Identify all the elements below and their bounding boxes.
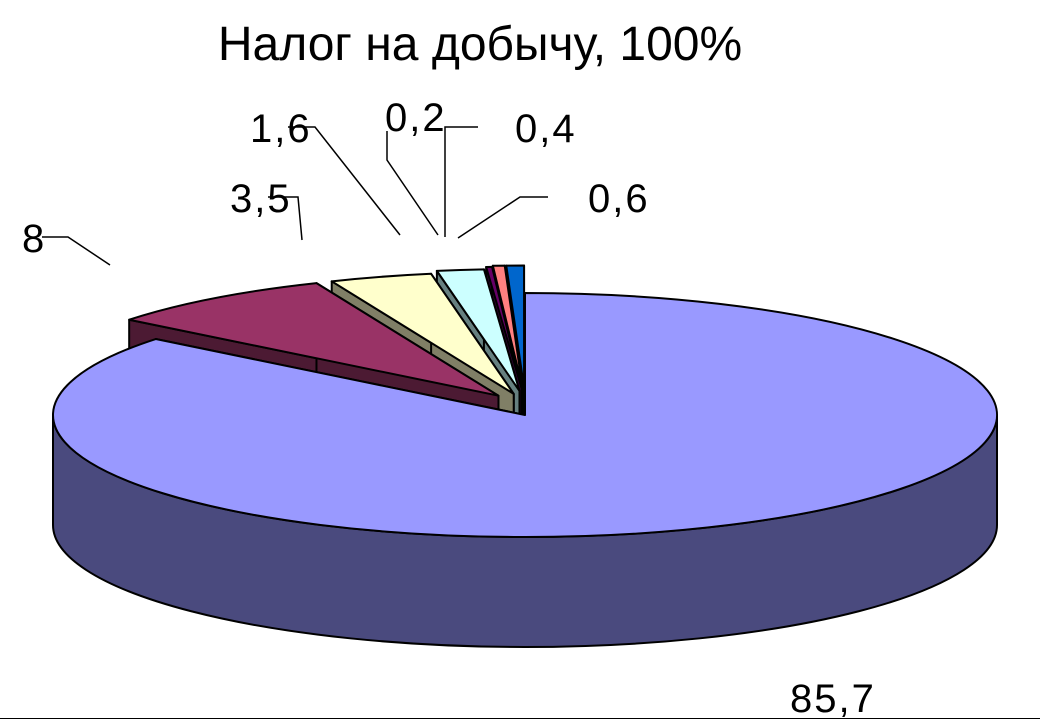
pie-slice-1 [52,292,998,648]
data-labels: 85,7 8 3,5 1,6 0,2 0,40,6 [22,96,876,721]
data-label-5: 0,2 [385,96,447,140]
data-label-2: 8 [22,217,46,261]
slice-top [485,265,523,390]
slice-top [52,292,998,538]
bottom-rule [0,718,1040,719]
leader-line-5 [386,131,439,236]
pie-slices [52,264,998,648]
data-label-4: 1,6 [250,107,312,151]
chart-title: Налог на добычу, 100% [218,18,742,71]
leader-line-3 [268,196,303,241]
slice-top [330,272,515,395]
slice-top [435,268,521,392]
data-label-7: 0,6 [588,177,650,221]
leader-line-4 [288,126,401,236]
slice-top [491,264,524,389]
leader-line-2 [42,236,111,266]
slice-top [128,282,500,397]
slice-top [505,264,526,389]
data-label-3: 3,5 [230,177,292,221]
data-label-1: 85,7 [790,677,876,721]
leader-lines [42,126,548,266]
data-label-6: 0,4 [515,107,577,151]
leader-line-6 [444,126,478,237]
leader-line-7 [457,196,548,239]
